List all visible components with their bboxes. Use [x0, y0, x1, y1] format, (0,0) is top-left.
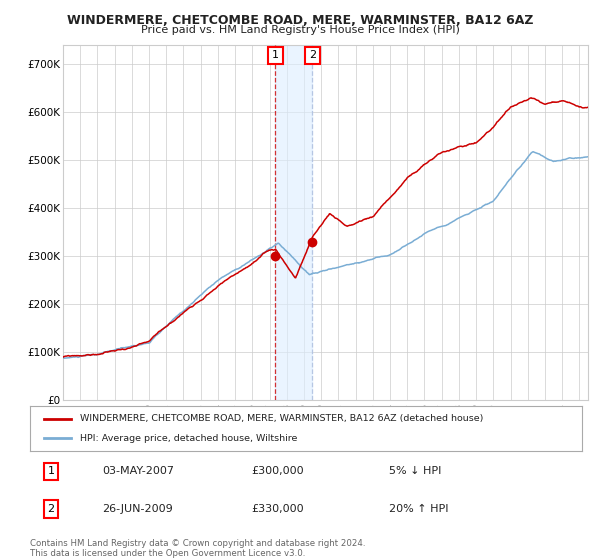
Text: WINDERMERE, CHETCOMBE ROAD, MERE, WARMINSTER, BA12 6AZ (detached house): WINDERMERE, CHETCOMBE ROAD, MERE, WARMIN…: [80, 414, 483, 423]
Text: £330,000: £330,000: [251, 504, 304, 514]
Text: 1: 1: [272, 50, 279, 60]
Text: 5% ↓ HPI: 5% ↓ HPI: [389, 466, 441, 477]
Bar: [275, 45, 312, 400]
Text: HPI: Average price, detached house, Wiltshire: HPI: Average price, detached house, Wilt…: [80, 434, 297, 443]
Text: Contains HM Land Registry data © Crown copyright and database right 2024.
This d: Contains HM Land Registry data © Crown c…: [30, 539, 365, 558]
Text: 2: 2: [308, 50, 316, 60]
Text: 20% ↑ HPI: 20% ↑ HPI: [389, 504, 448, 514]
Text: Price paid vs. HM Land Registry's House Price Index (HPI): Price paid vs. HM Land Registry's House …: [140, 25, 460, 35]
Text: 1: 1: [47, 466, 55, 477]
Text: 2: 2: [47, 504, 55, 514]
Text: £300,000: £300,000: [251, 466, 304, 477]
Text: WINDERMERE, CHETCOMBE ROAD, MERE, WARMINSTER, BA12 6AZ: WINDERMERE, CHETCOMBE ROAD, MERE, WARMIN…: [67, 14, 533, 27]
Text: 03-MAY-2007: 03-MAY-2007: [102, 466, 174, 477]
Text: 26-JUN-2009: 26-JUN-2009: [102, 504, 173, 514]
